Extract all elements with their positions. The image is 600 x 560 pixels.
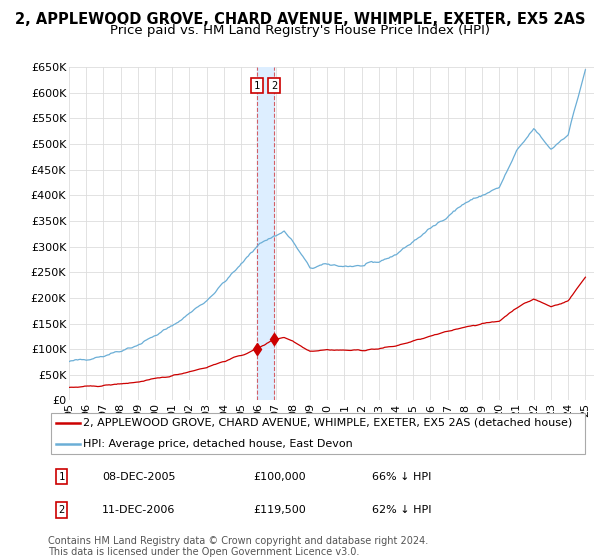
Text: 1: 1	[58, 472, 65, 482]
Text: £119,500: £119,500	[253, 505, 306, 515]
FancyBboxPatch shape	[50, 413, 586, 454]
Text: 2: 2	[271, 81, 277, 91]
Text: HPI: Average price, detached house, East Devon: HPI: Average price, detached house, East…	[83, 439, 353, 449]
Text: £100,000: £100,000	[253, 472, 306, 482]
Text: 66% ↓ HPI: 66% ↓ HPI	[372, 472, 431, 482]
Text: 2, APPLEWOOD GROVE, CHARD AVENUE, WHIMPLE, EXETER, EX5 2AS: 2, APPLEWOOD GROVE, CHARD AVENUE, WHIMPL…	[15, 12, 585, 27]
Text: 11-DEC-2006: 11-DEC-2006	[102, 505, 175, 515]
Text: 1: 1	[254, 81, 260, 91]
Text: 2: 2	[58, 505, 65, 515]
Text: Contains HM Land Registry data © Crown copyright and database right 2024.
This d: Contains HM Land Registry data © Crown c…	[48, 535, 428, 557]
Text: 08-DEC-2005: 08-DEC-2005	[102, 472, 176, 482]
Bar	[257, 67, 274, 400]
Text: 62% ↓ HPI: 62% ↓ HPI	[372, 505, 431, 515]
Text: 2, APPLEWOOD GROVE, CHARD AVENUE, WHIMPLE, EXETER, EX5 2AS (detached house): 2, APPLEWOOD GROVE, CHARD AVENUE, WHIMPL…	[83, 418, 572, 428]
Text: Price paid vs. HM Land Registry's House Price Index (HPI): Price paid vs. HM Land Registry's House …	[110, 24, 490, 37]
